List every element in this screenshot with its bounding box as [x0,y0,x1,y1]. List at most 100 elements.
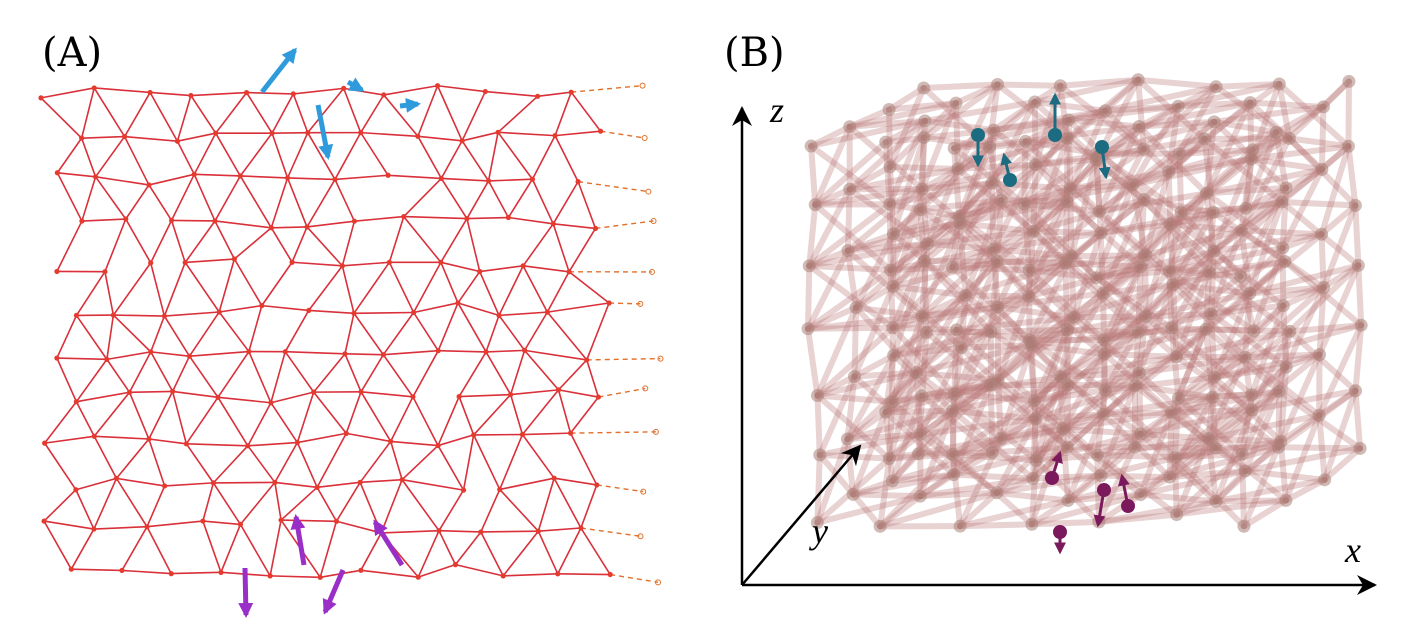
bond [360,391,414,398]
bond [440,140,463,179]
bond-3d [1101,350,1180,360]
bond-3d [917,407,956,500]
bond-3d [1026,267,1107,343]
bond [441,177,489,182]
bond [150,351,190,357]
bond-3d [1248,302,1287,398]
bond-3d [1248,351,1323,414]
bond [553,477,582,529]
bond-3d [844,186,926,254]
bond-3d [990,228,1037,253]
atom [1090,448,1104,462]
bond-3d [957,489,1000,530]
atom [983,140,997,154]
bond [112,262,152,316]
bond-3d [1277,351,1323,445]
bond-3d [1026,253,1075,343]
node [650,217,657,224]
node [436,528,442,534]
node [519,431,526,438]
atom [801,322,815,336]
node [482,88,488,95]
atom [1131,73,1145,87]
bond [401,479,440,532]
bond-3d [1203,129,1280,197]
bond-3d [1140,196,1213,275]
atom [1067,310,1081,324]
atom [802,259,816,273]
bond [466,180,490,219]
bond [170,173,195,221]
bond [106,351,151,361]
bond-3d [1101,329,1142,357]
bond [287,177,336,181]
atom [848,370,862,384]
bond-3d [1172,451,1246,461]
bond-3d [844,230,897,254]
node [92,174,99,180]
force-arrow [322,569,346,615]
bond [128,391,150,440]
atom [843,182,857,196]
bond-3d [1166,205,1249,274]
bond [75,358,108,403]
bond-3d [988,180,997,253]
bond-3d [886,163,961,172]
bond-3d [917,206,928,265]
atom [1278,254,1292,268]
bond-3d [890,258,1001,290]
bond-3d [1095,498,1219,525]
bond [188,311,220,357]
bond-3d [1100,281,1176,297]
bond-3d [890,283,969,299]
bond-3d [918,304,1001,320]
bond-3d [1026,267,1100,281]
node [642,385,649,392]
bond-3d [1316,262,1362,358]
bond [75,314,108,360]
bond-3d [993,489,1072,504]
atom [1017,197,1031,211]
bond [458,396,475,436]
atom [1171,391,1185,405]
atom [1061,493,1075,507]
bond-3d [1167,209,1217,228]
bond-3d [844,220,963,254]
bond [274,482,282,521]
bond-3d [1283,166,1325,191]
bond-3d [846,117,928,193]
node [102,269,108,275]
bond-3d [990,99,1038,134]
node [306,307,312,314]
bond-3d [1176,146,1256,157]
bond-3d [1096,190,1210,215]
atom [1206,390,1220,404]
bond [462,434,475,491]
node [485,178,492,184]
bond [104,271,115,316]
node [341,85,347,91]
bond-3d [1173,328,1293,360]
node [38,95,44,101]
bond-3d [949,426,1066,458]
node [91,85,97,91]
bond-3d [1240,438,1284,530]
bond-3d [1032,326,1071,422]
bond-3d [995,377,1004,442]
bond-3d [1057,76,1142,89]
bond [555,130,601,137]
bond-3d [1206,198,1285,275]
atom [1029,453,1043,467]
atom [1269,125,1283,139]
bond [417,563,456,578]
atom [1171,99,1185,113]
bond-3d [1248,156,1325,173]
node [161,313,167,319]
bond [390,440,439,447]
bond-3d [958,293,1032,351]
bond-3d [1059,411,1107,433]
bond [284,310,310,353]
atom [991,300,1005,314]
bond [380,479,403,534]
bond-3d [889,326,960,405]
